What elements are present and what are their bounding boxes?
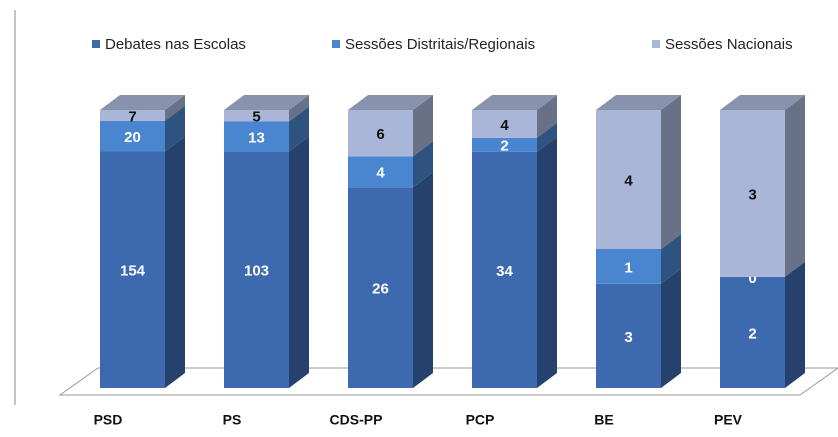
- value-label: 0: [748, 270, 756, 287]
- legend-label: Debates nas Escolas: [105, 36, 246, 53]
- legend-label: Sessões Distritais/Regionais: [345, 36, 535, 53]
- bar-side: [413, 95, 433, 157]
- value-label: 5: [252, 109, 260, 126]
- bar-top: [224, 95, 309, 110]
- value-label: 20: [124, 129, 141, 146]
- bar-side: [537, 95, 557, 138]
- value-label: 7: [128, 108, 136, 125]
- bar-segment: [224, 151, 289, 388]
- legend-swatch: [652, 40, 660, 48]
- bar-side: [289, 95, 309, 122]
- bar-side: [289, 106, 309, 152]
- legend-swatch: [92, 40, 100, 48]
- x-tick-label: BE: [594, 412, 613, 428]
- bar-segment: [224, 121, 289, 152]
- bar-side: [661, 234, 681, 284]
- value-label: 26: [372, 281, 389, 298]
- bar-top: [348, 95, 433, 110]
- bar-side: [289, 136, 309, 388]
- value-label: 154: [120, 263, 146, 280]
- x-tick-label: PS: [223, 412, 242, 428]
- bar-segment: [100, 151, 165, 388]
- bar-segment: [100, 110, 165, 121]
- bar-segment: [348, 156, 413, 188]
- value-label: 6: [376, 126, 384, 143]
- bar-side: [785, 95, 805, 277]
- x-tick-label: PCP: [466, 412, 495, 428]
- bar-top: [472, 95, 557, 110]
- legend-swatch: [332, 40, 340, 48]
- bar-top: [100, 95, 185, 110]
- x-tick-label: CDS-PP: [330, 412, 383, 428]
- bar-segment: [720, 110, 785, 277]
- bar-segment: [100, 120, 165, 152]
- bar-segment: [596, 249, 661, 284]
- bar-segment: [224, 110, 289, 122]
- legend-label: Sessões Nacionais: [665, 36, 793, 53]
- x-tick-label: PSD: [94, 412, 123, 428]
- bar-top: [720, 95, 805, 110]
- value-label: 4: [624, 172, 633, 189]
- x-tick-label: PEV: [714, 412, 743, 428]
- bar-top: [596, 95, 681, 110]
- value-label: 2: [748, 325, 756, 342]
- bar-side: [413, 172, 433, 388]
- bar-side: [661, 95, 681, 249]
- bar-side: [537, 122, 557, 152]
- value-label: 13: [248, 129, 265, 146]
- bar-side: [537, 136, 557, 388]
- value-label: 103: [244, 263, 269, 280]
- bar-side: [661, 268, 681, 388]
- value-label: 34: [496, 263, 513, 280]
- bar-segment: [348, 187, 413, 388]
- value-label: 3: [624, 329, 632, 346]
- bar-segment: [596, 283, 661, 388]
- value-label: 1: [624, 259, 632, 276]
- value-label: 4: [500, 117, 509, 134]
- bar-segment: [472, 151, 537, 388]
- value-label: 3: [748, 186, 756, 203]
- bar-side: [165, 95, 185, 121]
- bar-side: [413, 141, 433, 188]
- bar-side: [785, 261, 805, 388]
- bar-segment: [472, 110, 537, 138]
- bar-segment: [472, 137, 537, 152]
- bar-side: [165, 105, 185, 152]
- bar-segment: [720, 276, 785, 388]
- bar-segment: [596, 110, 661, 249]
- bar-segment: [348, 110, 413, 157]
- bar-side: [165, 136, 185, 388]
- value-label: 4: [376, 165, 385, 182]
- value-label: 2: [500, 138, 508, 155]
